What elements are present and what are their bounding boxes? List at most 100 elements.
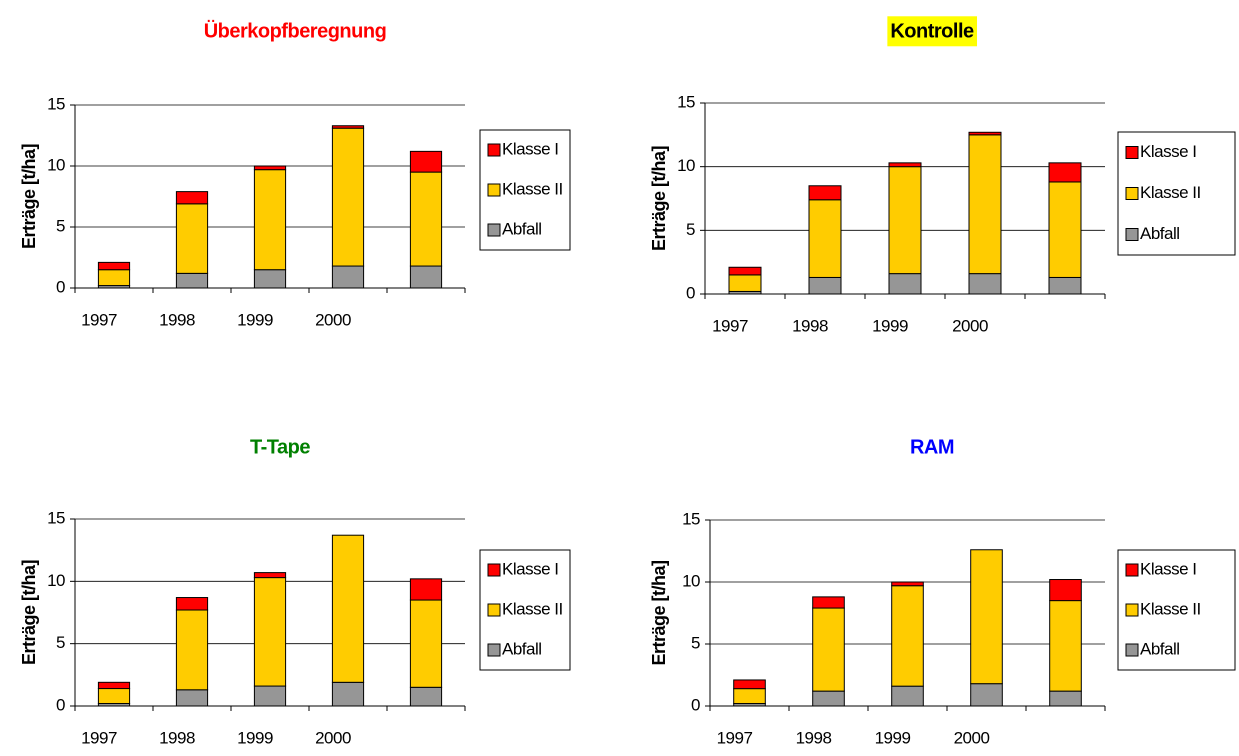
y-axis-label: Erträge [t/ha] xyxy=(19,560,39,665)
chart-title: Kontrolle xyxy=(890,20,974,42)
bar-segment xyxy=(175,272,209,289)
bar-segment xyxy=(409,150,443,173)
bar-segment xyxy=(891,581,924,587)
chart-title: Überkopfberegnung xyxy=(204,19,387,42)
x-tick-label: 1997 xyxy=(717,728,753,747)
bar-segment xyxy=(1049,579,1082,602)
bar-segment xyxy=(409,265,443,289)
bar-segment xyxy=(733,688,766,705)
bar-segment xyxy=(331,127,365,267)
legend-label: Klasse I xyxy=(1140,142,1196,161)
chart-title: RAM xyxy=(910,436,954,458)
legend-swatch xyxy=(1125,603,1139,617)
legend-label: Klasse II xyxy=(1140,183,1201,202)
y-tick-label: 5 xyxy=(56,216,65,235)
x-tick-label: 2000 xyxy=(954,728,990,747)
legend-swatch xyxy=(487,183,501,197)
bar-segment xyxy=(253,269,287,289)
bar-segment xyxy=(97,261,131,271)
y-tick-label: 15 xyxy=(682,509,700,528)
bar-segment xyxy=(331,265,365,289)
legend-label: Abfall xyxy=(502,219,542,238)
bar-segment xyxy=(808,199,842,278)
bar-segment xyxy=(175,203,209,274)
bar-segment xyxy=(331,681,365,707)
legend-label: Klasse I xyxy=(502,559,558,578)
bar-segment xyxy=(175,597,209,611)
chart-title: T-Tape xyxy=(250,436,310,458)
bar-segment xyxy=(808,185,842,201)
bar-segment xyxy=(253,572,287,579)
y-tick-label: 10 xyxy=(682,571,700,590)
y-tick-label: 10 xyxy=(47,155,65,174)
y-tick-label: 0 xyxy=(56,695,65,714)
legend-label: Abfall xyxy=(502,639,542,658)
bar-segment xyxy=(888,166,922,275)
legend-swatch xyxy=(487,603,501,617)
y-tick-label: 15 xyxy=(47,94,65,113)
title-highlight xyxy=(887,16,978,47)
x-tick-label: 1998 xyxy=(796,728,832,747)
bar-segment xyxy=(97,688,131,705)
legend-label: Klasse II xyxy=(502,179,563,198)
bar-segment xyxy=(1049,600,1082,692)
bar-segment xyxy=(970,683,1003,707)
x-tick-label: 1997 xyxy=(712,316,748,335)
bar-segment xyxy=(812,690,845,707)
legend-label: Klasse I xyxy=(502,139,558,158)
bar-segment xyxy=(968,134,1002,275)
legend-label: Abfall xyxy=(1140,639,1180,658)
bar-segment xyxy=(891,585,924,687)
x-tick-label: 1999 xyxy=(237,728,273,747)
bar-segment xyxy=(891,685,924,707)
bar-segment xyxy=(970,549,1003,685)
bar-segment xyxy=(409,599,443,688)
y-tick-label: 0 xyxy=(691,695,700,714)
bar-segment xyxy=(409,686,443,707)
legend-swatch xyxy=(1125,187,1139,200)
y-tick-label: 0 xyxy=(686,283,695,302)
bar-segment xyxy=(253,169,287,271)
x-tick-label: 1998 xyxy=(159,728,195,747)
legend-swatch xyxy=(487,143,501,157)
bar-segment xyxy=(1048,162,1082,183)
legend-label: Klasse II xyxy=(502,599,563,618)
legend-label: Klasse I xyxy=(1140,559,1196,578)
x-tick-label: 2000 xyxy=(952,316,988,335)
legend-swatch xyxy=(1125,228,1139,241)
y-tick-label: 15 xyxy=(47,508,65,527)
legend-label: Klasse II xyxy=(1140,599,1201,618)
bar-segment xyxy=(253,165,287,171)
bar-segment xyxy=(728,266,762,276)
bar-segment xyxy=(733,679,766,690)
bar-segment xyxy=(175,609,209,691)
bar-segment xyxy=(409,578,443,601)
bar-segment xyxy=(97,681,131,690)
bar-segment xyxy=(331,125,365,129)
bar-segment xyxy=(253,685,287,707)
y-tick-label: 5 xyxy=(691,633,700,652)
bar-segment xyxy=(1048,181,1082,278)
bar-segment xyxy=(175,191,209,205)
x-tick-label: 1999 xyxy=(875,728,911,747)
y-tick-label: 5 xyxy=(686,220,695,239)
legend-swatch xyxy=(1125,146,1139,159)
bar-segment xyxy=(888,162,922,168)
y-tick-label: 0 xyxy=(56,277,65,296)
bar-segment xyxy=(812,607,845,692)
x-tick-label: 2000 xyxy=(315,310,351,329)
x-tick-label: 1997 xyxy=(81,310,117,329)
bar-segment xyxy=(1048,276,1082,295)
bar-segment xyxy=(812,596,845,609)
legend-swatch xyxy=(487,563,501,577)
y-tick-label: 10 xyxy=(47,571,65,590)
legend-swatch xyxy=(487,223,501,237)
y-axis-label: Erträge [t/ha] xyxy=(649,560,669,665)
x-tick-label: 1998 xyxy=(159,310,195,329)
y-axis-label: Erträge [t/ha] xyxy=(19,144,39,249)
bar-segment xyxy=(888,273,922,295)
y-axis-label: Erträge [t/ha] xyxy=(649,146,669,251)
bar-segment xyxy=(97,269,131,287)
legend-swatch xyxy=(1125,563,1139,577)
